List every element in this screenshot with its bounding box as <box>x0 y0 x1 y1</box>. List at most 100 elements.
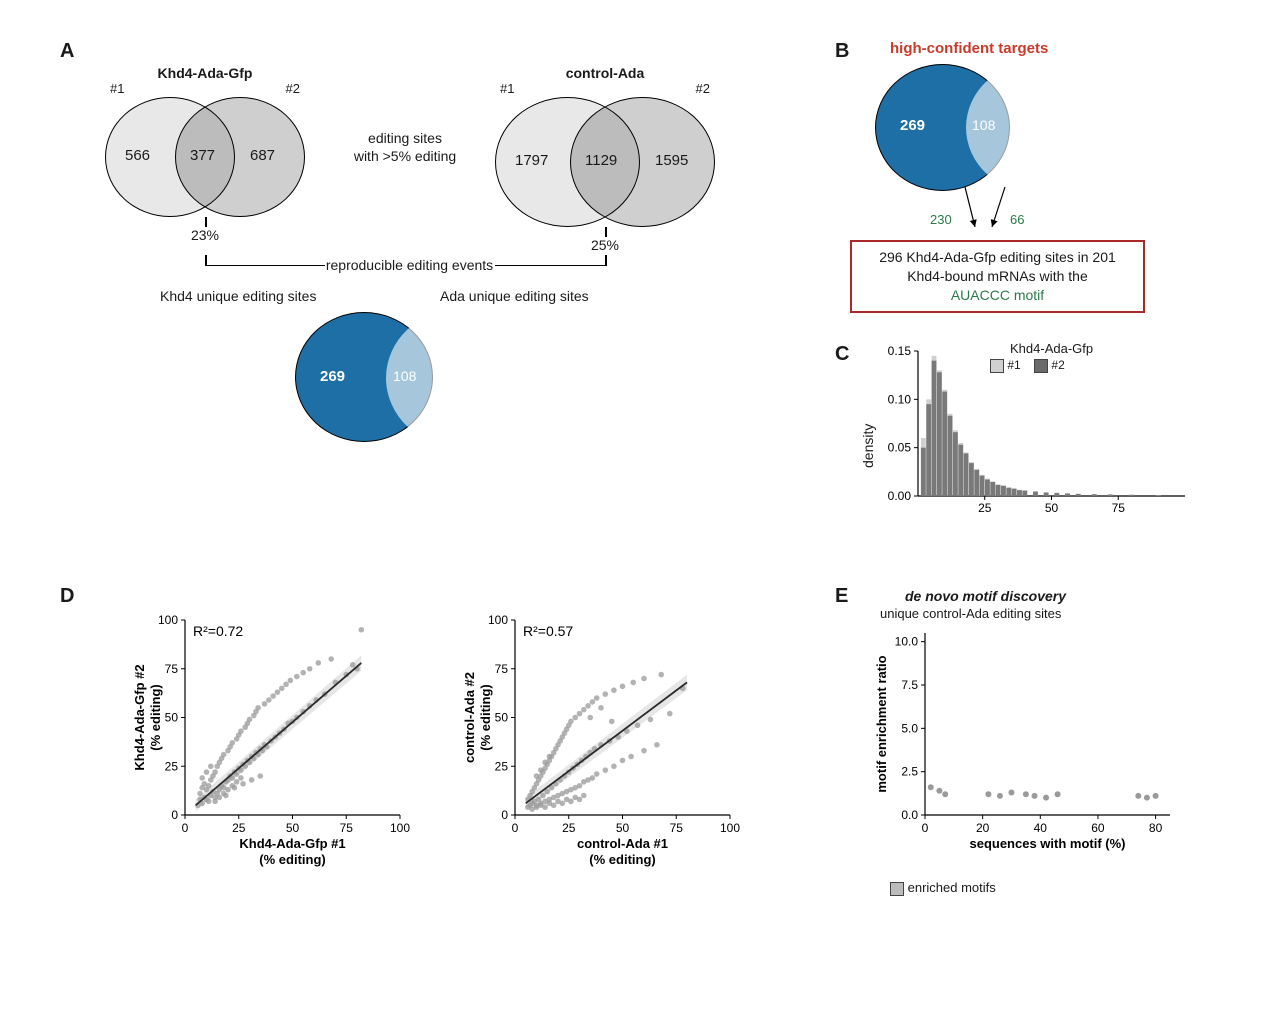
panel-e-title: de novo motif discovery <box>905 588 1066 604</box>
hash-1: #1 <box>110 81 124 96</box>
svg-text:50: 50 <box>1045 501 1059 515</box>
svg-text:R²=0.57: R²=0.57 <box>523 623 573 639</box>
svg-text:0: 0 <box>512 821 519 835</box>
panel-e-title2: unique control-Ada editing sites <box>880 606 1061 621</box>
bracket-tick <box>605 255 607 265</box>
unique-right-label: Ada unique editing sites <box>440 288 589 304</box>
venn-b-right: 1021 <box>1030 117 1063 134</box>
svg-text:2.5: 2.5 <box>901 765 918 779</box>
venn-right-val: 687 <box>250 147 275 164</box>
svg-text:(% editing): (% editing) <box>478 684 493 750</box>
svg-text:7.5: 7.5 <box>901 678 918 692</box>
tick <box>605 227 607 237</box>
panel-c-label: C <box>835 343 849 366</box>
svg-text:25: 25 <box>495 759 509 773</box>
panel-e-legend: enriched motifs <box>890 880 996 896</box>
svg-text:25: 25 <box>978 501 992 515</box>
svg-text:50: 50 <box>495 711 509 725</box>
bracket-label: reproducible editing events <box>322 257 497 273</box>
svg-text:R²=0.72: R²=0.72 <box>193 623 243 639</box>
panel-e-title1: de novo motif discovery <box>905 588 1066 604</box>
svg-text:motif enrichment ratio: motif enrichment ratio <box>874 655 889 792</box>
svg-text:(% editing): (% editing) <box>148 684 163 750</box>
svg-text:(% editing): (% editing) <box>259 852 325 867</box>
svg-text:control-Ada #2: control-Ada #2 <box>462 672 477 763</box>
svg-text:100: 100 <box>390 821 410 835</box>
panel-a-label: A <box>60 40 74 63</box>
svg-text:(% editing): (% editing) <box>589 852 655 867</box>
venn-control-title: control-Ada <box>490 65 720 81</box>
svg-text:25: 25 <box>165 759 179 773</box>
bracket-line <box>205 265 325 266</box>
venn-bottom-left: 269 <box>320 368 345 385</box>
box-line1: 296 Khd4-Ada-Gfp editing sites in 201 <box>862 248 1133 267</box>
panel-b-box: 296 Khd4-Ada-Gfp editing sites in 201 Kh… <box>850 240 1145 313</box>
panel-e-label: E <box>835 585 848 608</box>
venn-khd4-title: Khd4-Ada-Gfp <box>100 65 310 81</box>
panel-c-title: Khd4-Ada-Gfp <box>1010 341 1093 356</box>
venn-bottom-right: 1021 <box>455 368 488 385</box>
center-text-line2: with >5% editing <box>335 148 475 164</box>
venn-percent: 25% <box>490 237 720 253</box>
svg-text:0.10: 0.10 <box>888 392 912 406</box>
arrows-svg <box>870 182 1120 237</box>
svg-text:0.00: 0.00 <box>888 489 912 503</box>
bracket-line <box>495 265 607 266</box>
svg-text:Khd4-Ada-Gfp #2: Khd4-Ada-Gfp #2 <box>132 664 147 770</box>
unique-left-label: Khd4 unique editing sites <box>160 288 316 304</box>
svg-text:60: 60 <box>1091 821 1105 835</box>
tick <box>205 217 207 227</box>
scatter-svg: 00 25 25 50 50 75 75 100 100 R²=0.57 control-Ada #… <box>460 610 740 870</box>
venn-b-left: 269 <box>900 117 925 134</box>
svg-text:0.15: 0.15 <box>888 344 912 358</box>
venn-left-val: 1797 <box>515 152 548 169</box>
legend-1: #1 <box>1007 358 1020 372</box>
legend-2: #2 <box>1051 358 1064 372</box>
hash-1: #1 <box>500 81 514 96</box>
arrow-right-val: 66 <box>1010 212 1024 227</box>
svg-text:10.0: 10.0 <box>895 635 919 649</box>
venn-control: control-Ada #1 #2 1797 1129 1595 25% <box>490 65 720 253</box>
venn-unique: 269 108 1021 <box>290 310 540 445</box>
svg-text:5.0: 5.0 <box>901 721 918 735</box>
venn-percent: 23% <box>100 227 310 243</box>
box-line3: AUACCC motif <box>862 286 1133 305</box>
svg-text:100: 100 <box>158 613 178 627</box>
panel-b-label: B <box>835 40 849 63</box>
svg-text:0.0: 0.0 <box>901 808 918 822</box>
arrow-left-val: 230 <box>930 212 952 227</box>
legend-c: #1 #2 <box>990 358 1065 373</box>
center-text-line1: editing sites <box>335 130 475 146</box>
venn-khd4: Khd4-Ada-Gfp #1 #2 566 377 687 23% <box>100 65 310 243</box>
scatter-svg: 00252550507575100100R²=0.72Khd4-Ada-Gfp … <box>130 610 410 870</box>
svg-text:75: 75 <box>495 662 509 676</box>
venn-mid-val: 377 <box>190 147 215 164</box>
venn-b-mid: 108 <box>972 117 995 133</box>
svg-text:75: 75 <box>670 821 684 835</box>
panel-e-legend-text: enriched motifs <box>908 880 996 895</box>
svg-text:50: 50 <box>165 711 179 725</box>
figure-root: A Khd4-Ada-Gfp #1 #2 566 377 687 23% edi… <box>60 40 1220 980</box>
svg-text:75: 75 <box>165 662 179 676</box>
venn-bottom-mid: 108 <box>393 368 416 384</box>
svg-text:75: 75 <box>1112 501 1126 515</box>
venn-right-val: 1595 <box>655 152 688 169</box>
svg-text:100: 100 <box>488 613 508 627</box>
hash-2: #2 <box>286 81 300 96</box>
svg-text:25: 25 <box>562 821 576 835</box>
svg-text:Khd4-Ada-Gfp #1: Khd4-Ada-Gfp #1 <box>239 836 345 851</box>
bracket-tick <box>205 255 207 265</box>
box-line2: Khd4-bound mRNAs with the <box>862 267 1133 286</box>
venn-left-val: 566 <box>125 147 150 164</box>
svg-text:50: 50 <box>286 821 300 835</box>
venn-highconf: 269 108 1021 230 66 <box>870 62 1120 192</box>
svg-text:sequences with motif (%): sequences with motif (%) <box>969 836 1125 851</box>
svg-text:0: 0 <box>922 821 929 835</box>
svg-text:0: 0 <box>182 821 189 835</box>
svg-text:100: 100 <box>720 821 740 835</box>
svg-text:0: 0 <box>171 808 178 822</box>
svg-text:0: 0 <box>501 808 508 822</box>
hash-2: #2 <box>696 81 710 96</box>
scatter-left: 00252550507575100100R²=0.72Khd4-Ada-Gfp … <box>130 610 410 870</box>
svg-text:50: 50 <box>616 821 630 835</box>
